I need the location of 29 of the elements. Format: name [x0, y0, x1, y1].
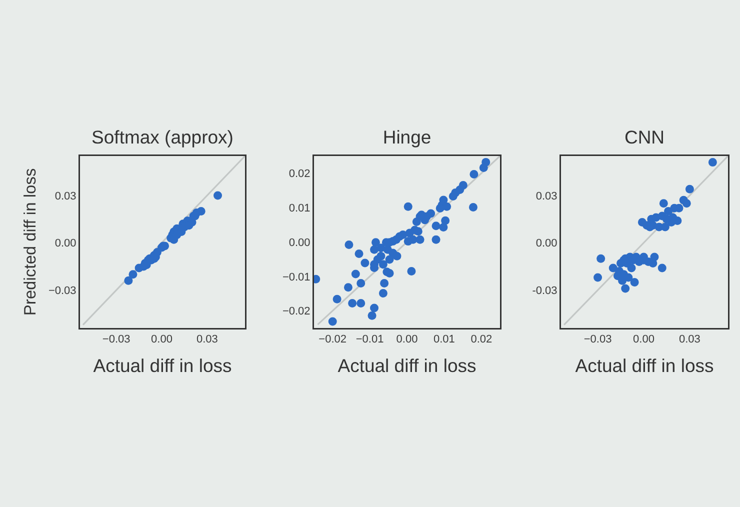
x-tick-label: −0.01: [356, 334, 384, 346]
x-tick-label: 0.03: [196, 334, 218, 346]
chart-title: Hinge: [382, 126, 432, 148]
y-tick-label: −0.03: [48, 284, 76, 297]
x-tick-label: 0.00: [396, 334, 418, 346]
x-tick-label: 0.03: [678, 334, 700, 346]
y-tick-label: 0.01: [288, 202, 310, 214]
x-tick-label: 0.02: [470, 334, 492, 346]
y-tick-label: 0.03: [536, 190, 558, 202]
chart-title: CNN: [624, 126, 665, 148]
x-tick-label: 0.01: [433, 334, 455, 346]
y-tick-label: 0.00: [54, 238, 76, 250]
chart-title: Softmax (approx): [92, 126, 234, 148]
x-tick-label: 0.00: [151, 334, 172, 346]
x-axis-title: Actual diff in loss: [93, 354, 232, 376]
y-tick-label: -0.03: [532, 284, 558, 297]
y-axis-title: Predicted diff in loss: [21, 168, 40, 316]
x-axis-title: Actual diff in loss: [338, 354, 476, 376]
x-tick-label: −0.03: [584, 334, 612, 346]
x-tick-label: −0.02: [318, 334, 347, 346]
y-tick-label: −0.02: [282, 306, 310, 318]
y-tick-label: −0.01: [282, 271, 310, 284]
x-tick-label: −0.03: [102, 334, 130, 346]
x-axis-title: Actual diff in loss: [575, 354, 714, 376]
y-tick-label: 0.00: [536, 238, 558, 250]
y-tick-label: 0.00: [288, 236, 310, 249]
y-tick-label: 0.02: [288, 168, 310, 180]
y-tick-label: 0.03: [54, 190, 76, 202]
x-tick-label: 0.00: [633, 334, 654, 346]
